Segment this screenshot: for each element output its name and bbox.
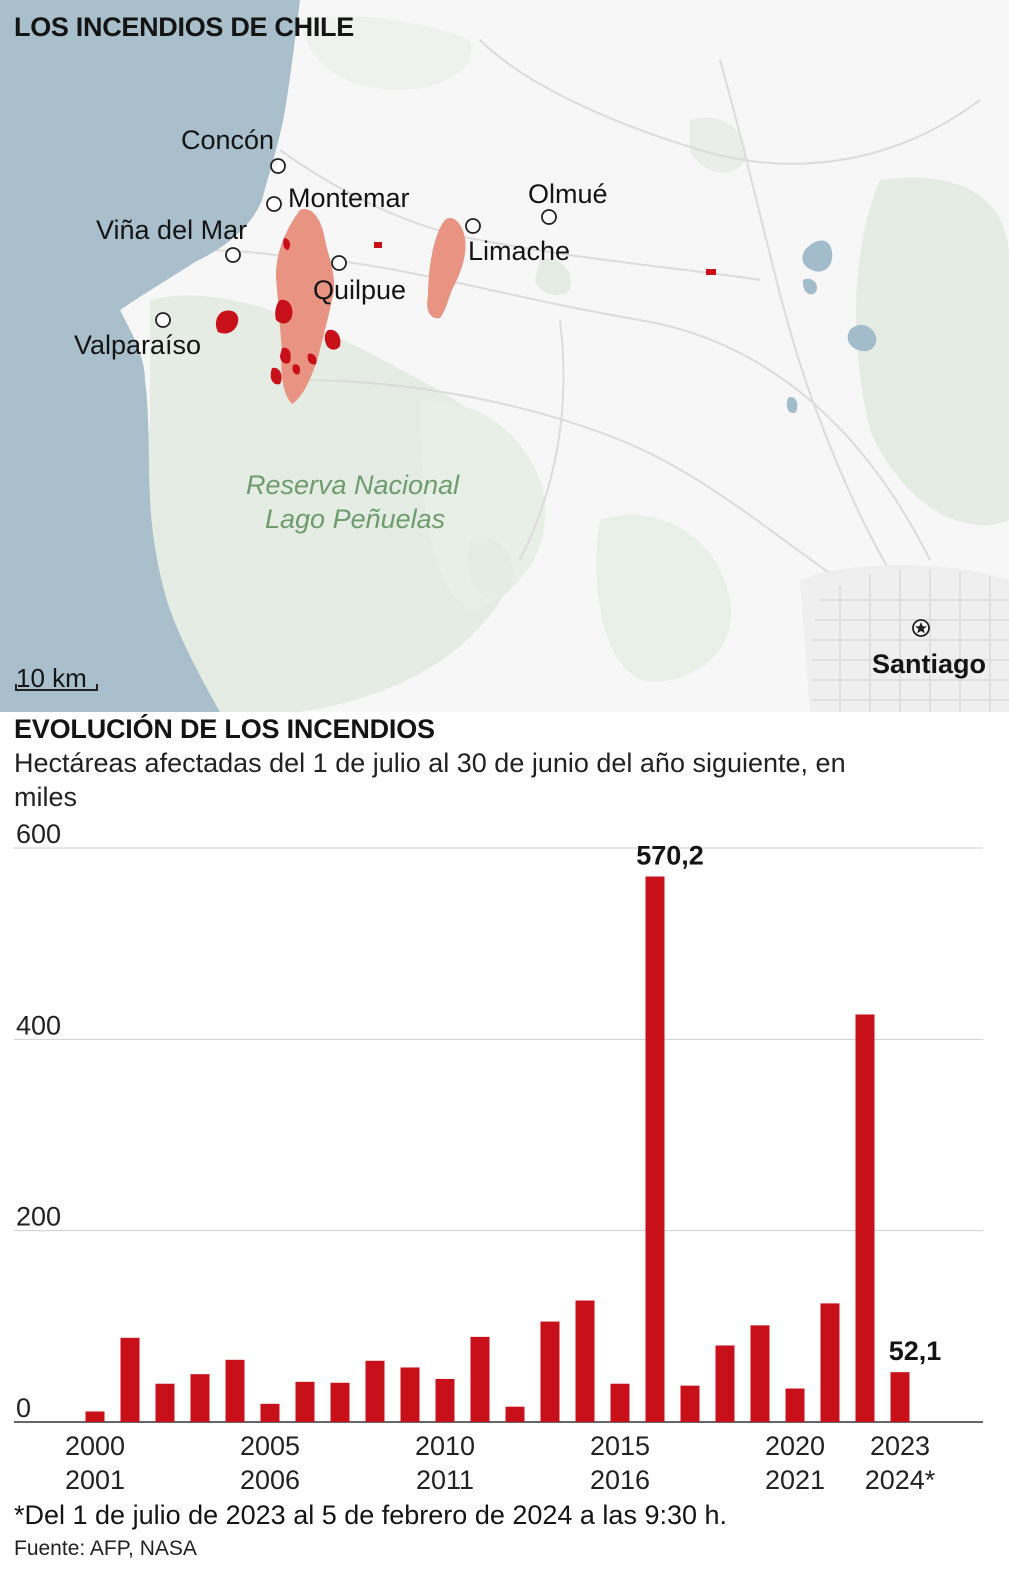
chart-bars xyxy=(85,876,910,1422)
bar-2013-2014 xyxy=(540,1321,560,1422)
bar-2003-2004 xyxy=(190,1374,210,1422)
chart-labels: 0 200 400 600 570,2 52,1 2000 2001 2005 2006 2010 2… xyxy=(16,819,941,1495)
x-tick-label-2021: 2021 xyxy=(765,1465,825,1495)
y-tick-label-200: 200 xyxy=(16,1202,61,1232)
bar-2002-2003 xyxy=(155,1383,175,1422)
marker-quilpue xyxy=(331,255,347,271)
data-label-16: 570,2 xyxy=(636,841,704,871)
label-valparaiso: Valparaíso xyxy=(74,330,202,360)
bar-chart: 0 200 400 600 570,2 52,1 2000 2001 2005 2006 2010 2… xyxy=(14,819,983,1495)
scale-label: 10 km xyxy=(16,663,87,693)
bar-2012-2013 xyxy=(505,1406,525,1422)
chart-footnote: *Del 1 de julio de 2023 al 5 de febrero … xyxy=(14,1500,728,1530)
x-tick-label-2001: 2001 xyxy=(65,1465,125,1495)
y-tick-label-400: 400 xyxy=(16,1010,61,1040)
bar-2005-2006 xyxy=(260,1403,280,1422)
reserve-label-line1: Reserva Nacional xyxy=(246,470,460,500)
x-tick-label-2011: 2011 xyxy=(416,1465,474,1495)
bar-2023-2024* xyxy=(890,1372,910,1422)
pacific-ocean xyxy=(0,0,300,712)
label-concon: Concón xyxy=(181,125,275,155)
x-tick-label-2006: 2006 xyxy=(240,1465,300,1495)
bar-2019-2020 xyxy=(750,1325,770,1422)
y-tick-label-600: 600 xyxy=(16,819,61,849)
fire-active-spots xyxy=(215,238,716,385)
map-canvas xyxy=(0,0,1009,712)
chart-source: Fuente: AFP, NASA xyxy=(14,1537,197,1560)
bar-2022-2023 xyxy=(855,1014,875,1422)
city-markers xyxy=(155,158,557,328)
bar-2021-2022 xyxy=(820,1303,840,1422)
label-santiago: Santiago xyxy=(872,649,987,679)
label-vina-del-mar: Viña del Mar xyxy=(96,215,248,245)
x-tick-label-2016: 2016 xyxy=(590,1465,650,1495)
x-tick-label-2015: 2015 xyxy=(590,1431,650,1461)
x-tick-label-2024*: 2024* xyxy=(865,1465,936,1495)
chart-panel: 0 200 400 600 570,2 52,1 2000 2001 2005 2006 2010 2… xyxy=(0,712,1009,1589)
bar-2014-2015 xyxy=(575,1300,595,1422)
label-quilpue: Quilpue xyxy=(313,275,407,305)
chart-subtitle: Hectáreas afectadas del 1 de julio al 30… xyxy=(14,748,846,812)
map-panel: LOS INCENDIOS DE CHILE Concón Montemar V… xyxy=(0,0,1009,712)
bar-2017-2018 xyxy=(680,1385,700,1422)
bar-2007-2008 xyxy=(330,1382,350,1422)
label-montemar: Montemar xyxy=(288,183,410,213)
scale-bar xyxy=(15,684,98,691)
marker-vina-del-mar xyxy=(225,247,241,263)
santiago-urban-area xyxy=(800,565,1009,712)
vegetation-areas xyxy=(145,16,1009,712)
label-limache: Limache xyxy=(468,236,571,266)
bar-2010-2011 xyxy=(435,1378,455,1422)
lakes xyxy=(786,240,877,414)
bar-2018-2019 xyxy=(715,1345,735,1422)
marker-olmue xyxy=(541,209,557,225)
x-tick-label-2000: 2000 xyxy=(65,1431,125,1461)
data-label-23: 52,1 xyxy=(889,1336,942,1366)
bar-2008-2009 xyxy=(365,1360,385,1422)
x-tick-label-2010: 2010 xyxy=(415,1431,475,1461)
bar-2020-2021 xyxy=(785,1388,805,1422)
marker-limache xyxy=(465,218,481,234)
y-tick-label-0: 0 xyxy=(16,1393,31,1423)
bar-2001-2002 xyxy=(120,1337,140,1422)
x-tick-label-2005: 2005 xyxy=(240,1431,300,1461)
map-title: LOS INCENDIOS DE CHILE xyxy=(14,12,354,42)
marker-concon xyxy=(270,158,286,174)
bar-2011-2012 xyxy=(470,1336,490,1422)
reserve-label-line2: Lago Peñuelas xyxy=(265,504,446,534)
bar-2004-2005 xyxy=(225,1359,245,1422)
capital-star-icon xyxy=(912,619,930,637)
x-tick-label-2020: 2020 xyxy=(765,1431,825,1461)
bar-2009-2010 xyxy=(400,1367,420,1422)
bar-2000-2001 xyxy=(85,1411,105,1422)
roads xyxy=(199,39,981,621)
x-tick-label-2023: 2023 xyxy=(870,1431,930,1461)
bar-2016-2017 xyxy=(645,876,665,1422)
bar-2015-2016 xyxy=(610,1383,630,1422)
marker-montemar xyxy=(266,196,282,212)
bar-2006-2007 xyxy=(295,1381,315,1422)
label-olmue: Olmué xyxy=(528,179,608,209)
chart-title: EVOLUCIÓN DE LOS INCENDIOS xyxy=(14,714,435,744)
marker-valparaiso xyxy=(155,312,171,328)
